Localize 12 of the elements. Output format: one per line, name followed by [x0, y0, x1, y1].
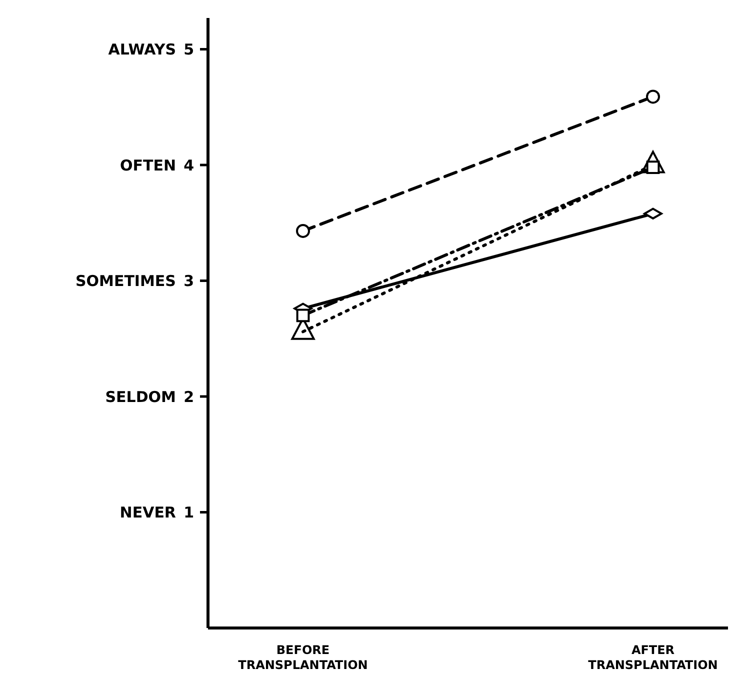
text: OFTEN	[120, 156, 176, 174]
x-tick-label: BEFORE TRANSPLANTATION	[238, 643, 368, 672]
y-tick-label: 1	[184, 504, 194, 522]
text: NEVER	[120, 504, 176, 522]
text: SELDOM	[105, 388, 176, 406]
text: ALWAYS	[108, 40, 176, 58]
y-tick-label: 3	[184, 272, 194, 290]
x-tick-label: AFTER TRANSPLANTATION	[588, 643, 718, 672]
y-tick-label: 4	[184, 156, 194, 174]
text: SOMETIMES	[75, 272, 176, 290]
y-tick-label: 5	[184, 40, 194, 58]
y-tick-label: 2	[184, 388, 194, 406]
